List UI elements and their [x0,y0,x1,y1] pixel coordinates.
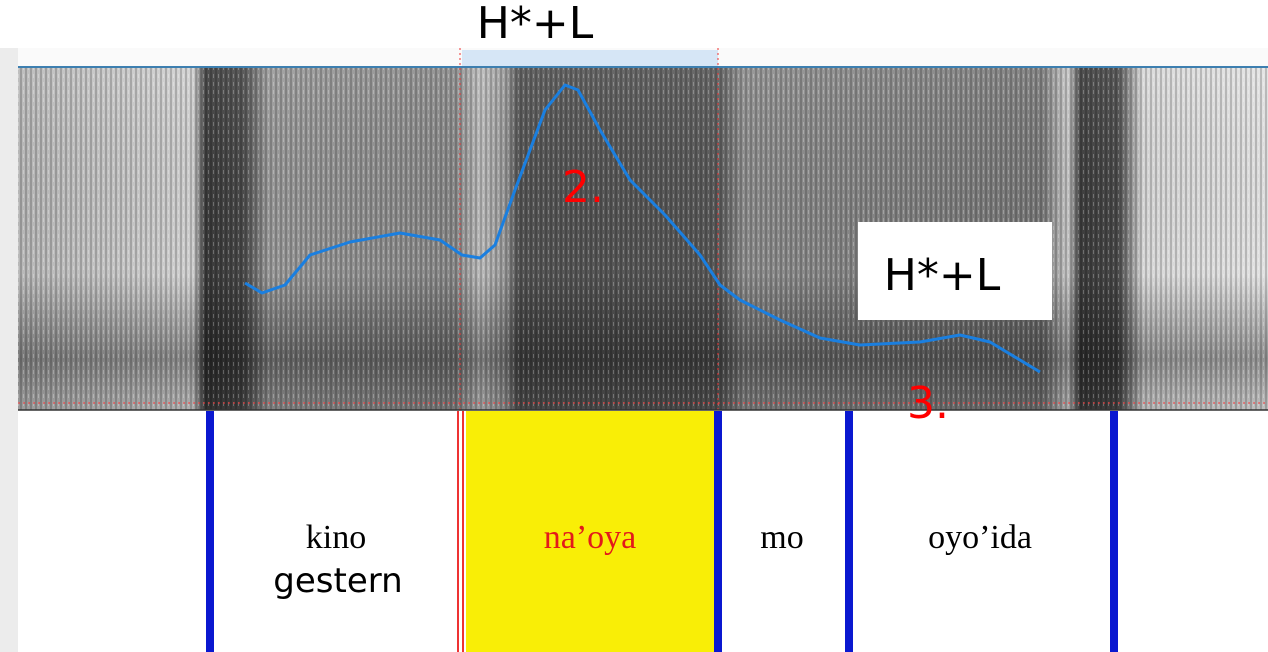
interval-label: mo [760,519,803,556]
tone-label: H*+L [884,250,1001,301]
peak-marker: 2. [562,162,604,213]
left-margin [0,48,18,652]
boundary-selected [457,411,459,652]
tone-box [858,222,1052,320]
boundary [845,411,853,652]
spectrogram-texture [18,68,1268,410]
selection-range [462,50,718,68]
boundary-selected [462,411,464,652]
interval-label: kino [306,519,366,556]
selected-interval [466,411,714,652]
interval-label: oyo’ida [928,519,1032,556]
tone-label: H*+L [477,0,594,49]
gloss: gestern [273,561,402,601]
boundary [714,411,722,652]
low-marker: 3. [907,378,949,429]
boundary [1110,411,1118,652]
interval-label: na’oya [544,519,637,556]
boundary [206,411,214,652]
pitch-curve [244,83,1041,374]
